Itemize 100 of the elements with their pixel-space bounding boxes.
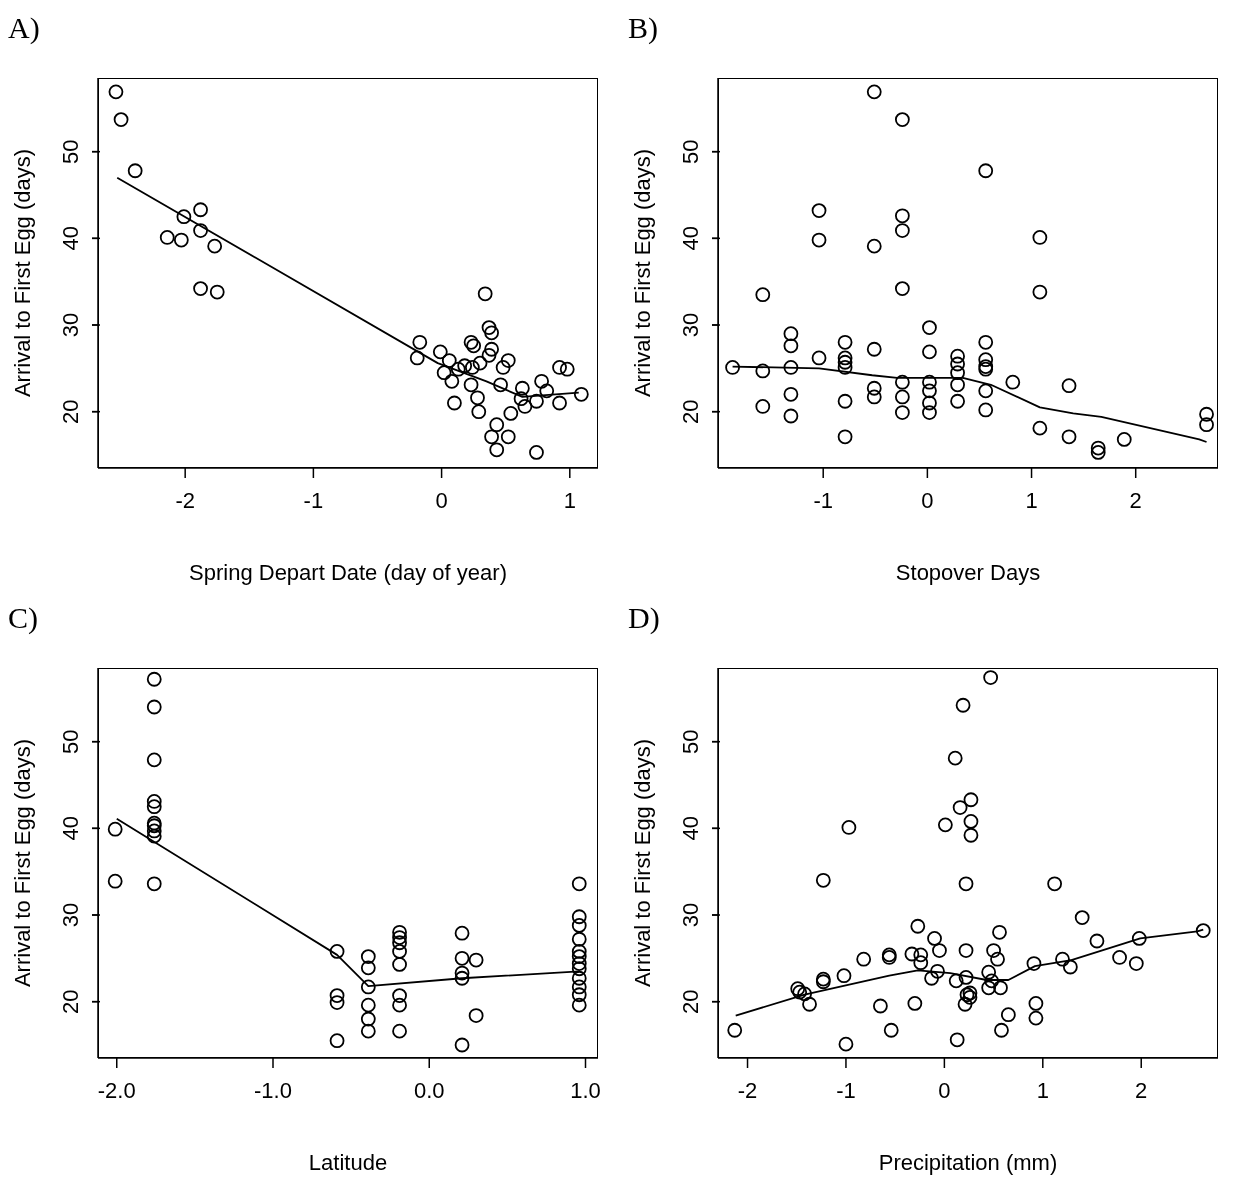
point: [176, 209, 192, 225]
point: [513, 391, 529, 407]
point: [463, 334, 479, 350]
point: [392, 988, 407, 1003]
x-tick-label: 2: [1135, 1077, 1148, 1103]
x-tick-label: -1: [303, 487, 324, 513]
y-tick-label: 30: [58, 312, 83, 338]
x-axis-title: Latitude: [308, 1150, 388, 1175]
y-tick-label: 40: [678, 816, 703, 841]
x-tick-label: -2: [737, 1077, 758, 1103]
point: [755, 363, 771, 379]
point: [534, 373, 549, 389]
x-tick-label: -2: [175, 487, 195, 513]
point: [866, 389, 882, 405]
point: [193, 223, 208, 238]
chart-title: D): [628, 600, 661, 636]
point: [978, 383, 994, 399]
point: [489, 442, 505, 458]
point: [107, 821, 123, 837]
point: [783, 386, 799, 402]
point: [922, 395, 937, 411]
point: [950, 393, 965, 409]
point: [1116, 432, 1132, 447]
point: [725, 360, 740, 375]
point: [457, 358, 473, 374]
point: [454, 925, 470, 941]
point: [1032, 420, 1048, 436]
point: [571, 944, 587, 959]
point: [146, 794, 162, 809]
point: [503, 406, 519, 421]
x-tick-label: 0: [435, 487, 448, 513]
y-tick-label: 50: [678, 729, 703, 754]
point: [209, 284, 225, 300]
point: [481, 320, 497, 335]
point: [552, 395, 567, 411]
y-tick-label: 40: [678, 226, 703, 251]
y-tick-label: 40: [58, 816, 83, 841]
point: [1032, 284, 1048, 300]
x-tick-label: 0: [938, 1077, 951, 1103]
point: [470, 390, 485, 406]
point: [1090, 445, 1106, 460]
point: [360, 979, 376, 995]
point: [159, 230, 175, 245]
point: [468, 952, 484, 968]
point: [755, 399, 771, 414]
point: [1061, 378, 1077, 394]
point: [866, 84, 882, 100]
point: [489, 417, 505, 433]
point: [127, 163, 143, 179]
x-tick-label: 0.0: [413, 1077, 445, 1103]
point: [837, 334, 853, 350]
point: [1199, 406, 1214, 422]
point: [360, 949, 376, 964]
x-tick-label: 0: [921, 487, 934, 513]
point: [466, 338, 482, 354]
point: [392, 957, 407, 972]
x-tick-label: -1.0: [254, 1077, 292, 1103]
point: [1061, 429, 1077, 445]
point: [866, 238, 882, 254]
point: [477, 286, 493, 302]
point: [514, 380, 530, 396]
point: [484, 429, 499, 445]
point: [463, 377, 479, 393]
x-tick-label: -1: [836, 1077, 856, 1103]
point: [837, 393, 853, 409]
point: [837, 354, 853, 370]
point: [329, 944, 345, 959]
point: [894, 281, 910, 296]
x-tick-label: 2: [1129, 487, 1142, 513]
point: [409, 350, 425, 366]
point: [454, 950, 470, 966]
point: [392, 944, 407, 959]
y-axis-title: Arrival to First Egg (days): [629, 148, 655, 398]
point: [441, 353, 457, 368]
point: [107, 873, 123, 889]
point: [500, 353, 516, 368]
x-axis-title: Spring Depart Date (day of year): [189, 560, 507, 585]
x-tick-label: 1.0: [570, 1077, 601, 1103]
point: [1199, 417, 1214, 433]
point: [1090, 440, 1106, 456]
point: [922, 383, 937, 399]
point: [481, 347, 497, 363]
point: [392, 1023, 407, 1039]
point: [922, 374, 937, 390]
point: [329, 995, 345, 1010]
point: [173, 232, 189, 248]
point: [922, 405, 937, 420]
point: [552, 360, 567, 375]
point: [950, 377, 965, 393]
point: [329, 1033, 345, 1049]
point: [392, 935, 407, 951]
point: [866, 380, 882, 396]
point: [978, 334, 994, 350]
point: [436, 365, 452, 381]
point: [360, 1011, 376, 1027]
point: [517, 399, 533, 414]
point: [392, 930, 407, 945]
point: [894, 223, 910, 238]
point: [529, 393, 544, 409]
point: [978, 402, 994, 418]
